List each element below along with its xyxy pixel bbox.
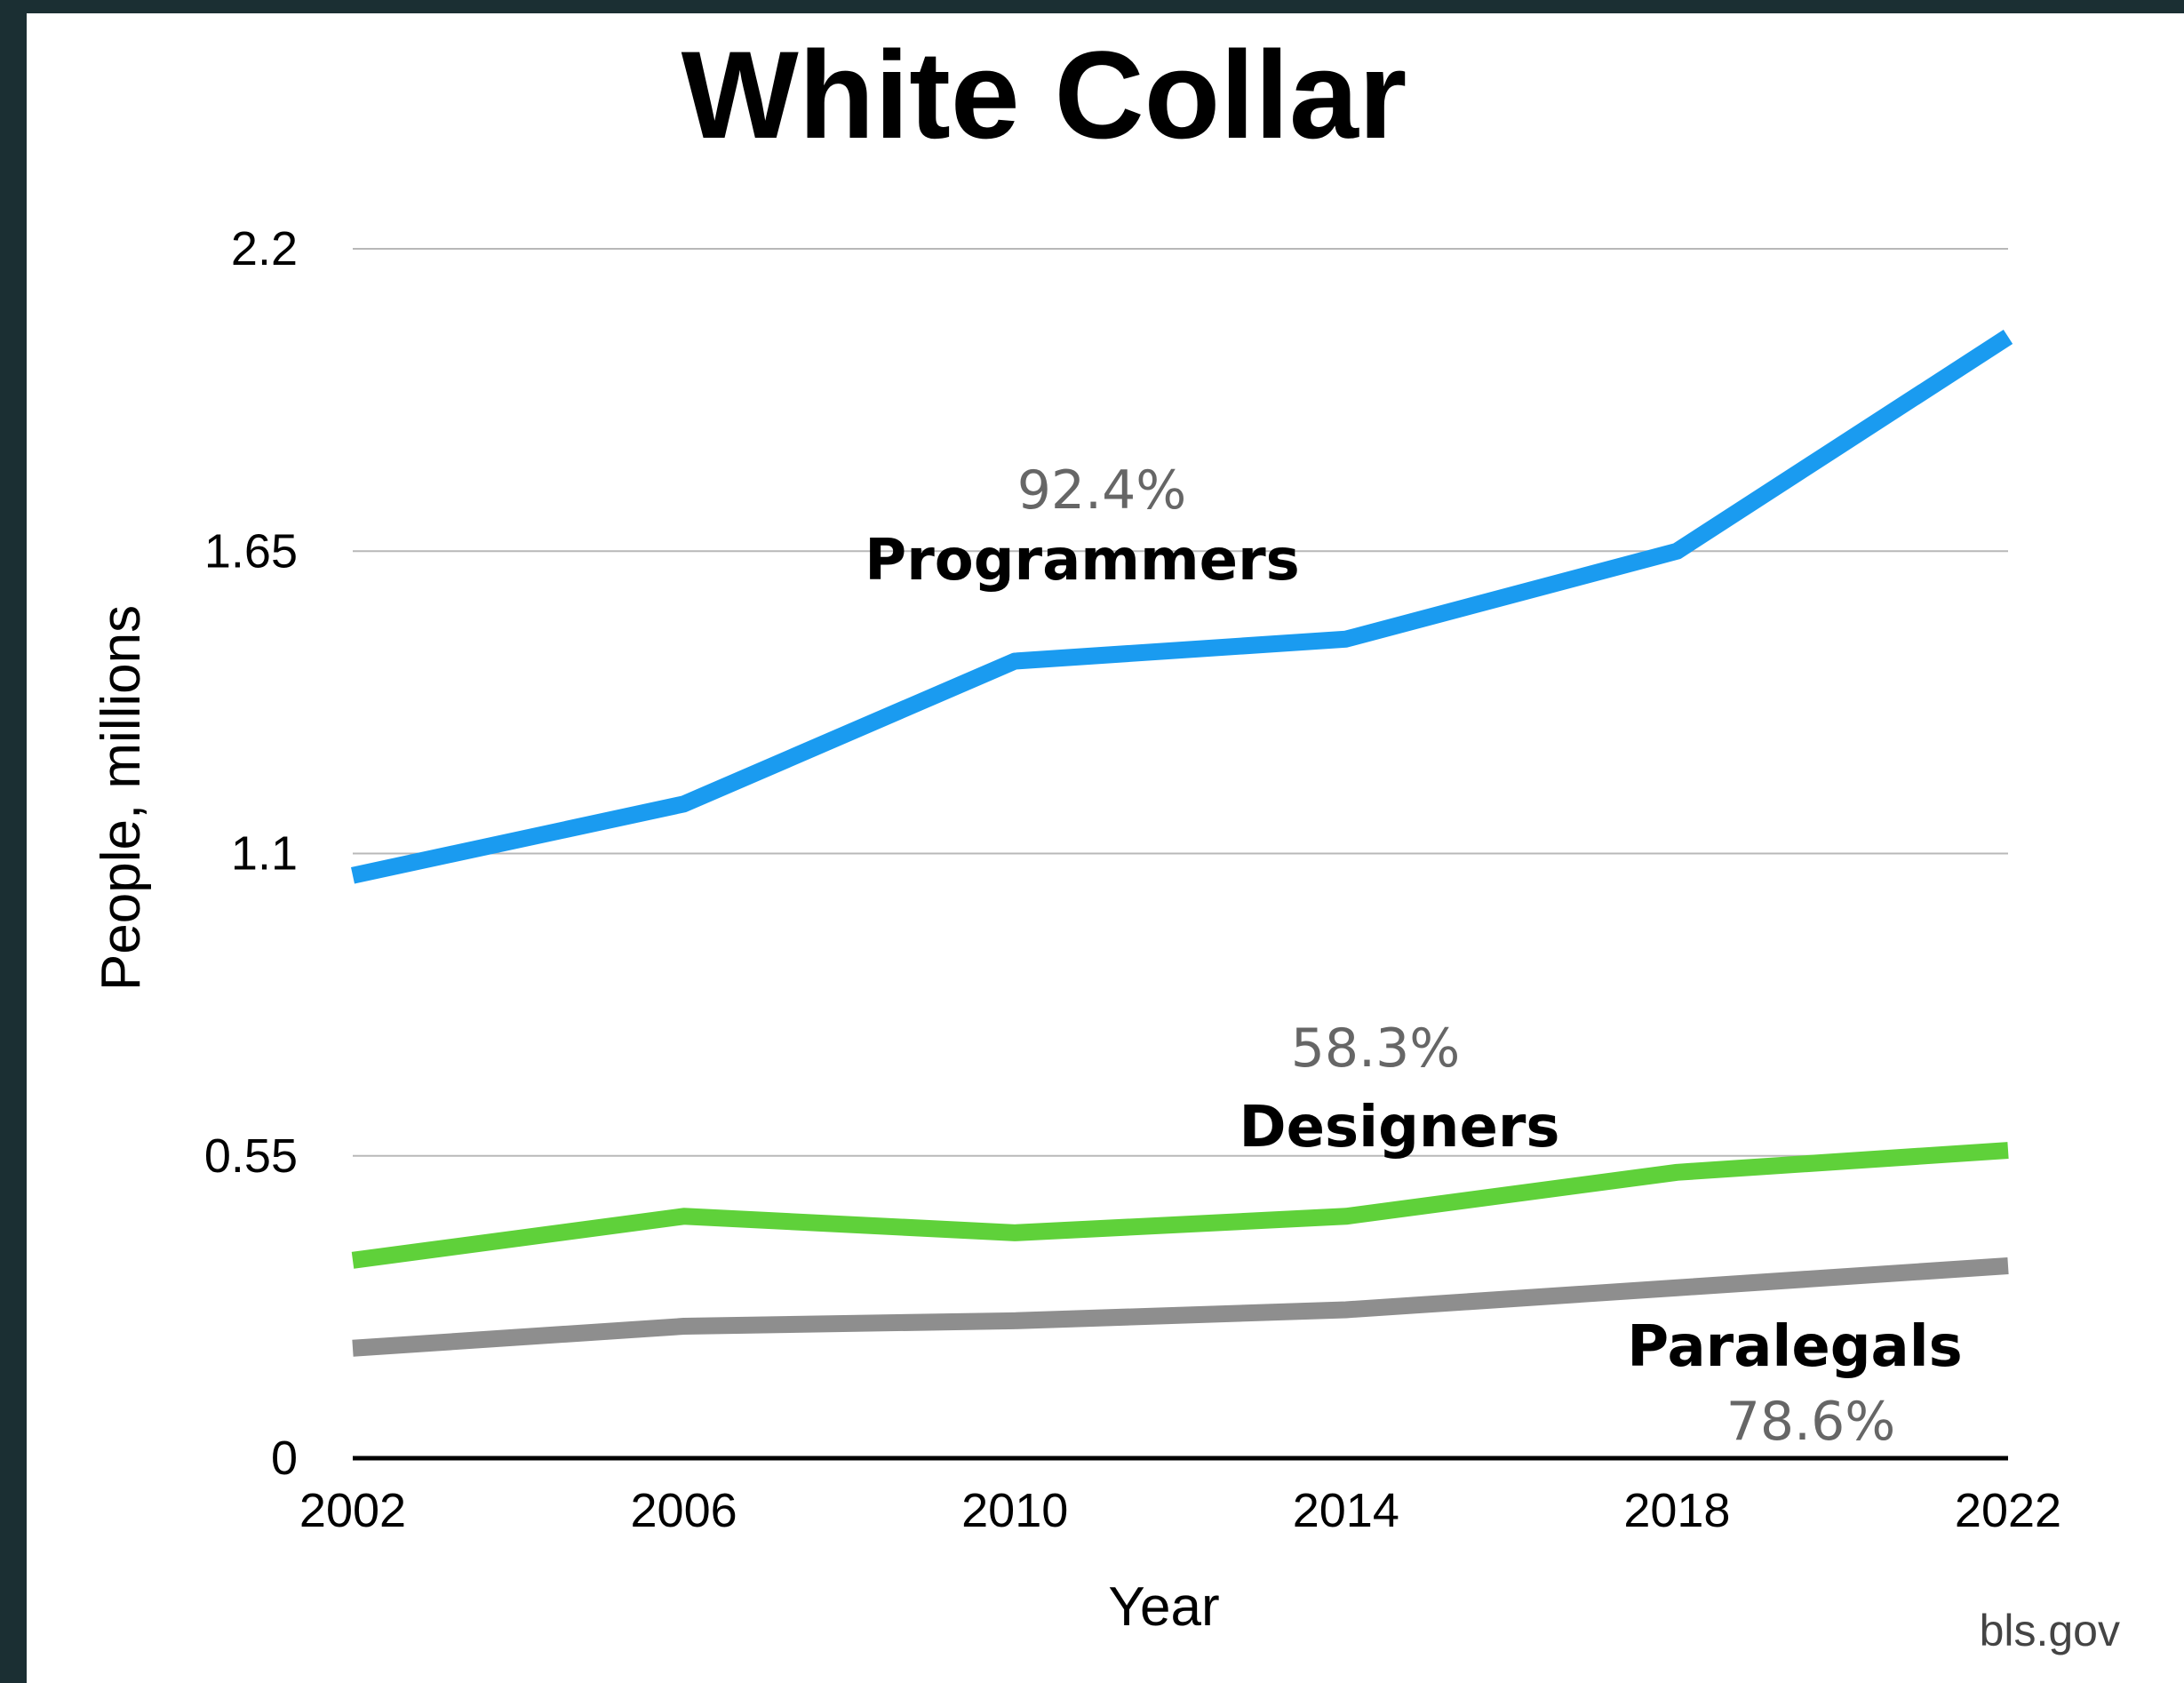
x-tick-label: 2010 (961, 1484, 1068, 1537)
source-label: bls.gov (1980, 1606, 2120, 1655)
y-tick-label: 0 (271, 1432, 298, 1485)
designers-label: Designers (1239, 1095, 1560, 1161)
series-lines (350, 330, 2013, 1357)
x-tick-labels: 2002 2006 2010 2014 2018 2022 (299, 1484, 2061, 1537)
programmers-pct-label: 92.4% (1017, 459, 1187, 522)
x-tick-label: 2018 (1623, 1484, 1730, 1537)
designers-pct-label: 58.3% (1291, 1017, 1461, 1080)
x-tick-label: 2002 (299, 1484, 406, 1537)
x-axis-label: Year (1108, 1576, 1219, 1638)
paralegals-line (352, 1256, 2009, 1357)
x-tick-label: 2014 (1293, 1484, 1399, 1537)
y-tick-labels: 0 0.55 1.1 1.65 2.2 (204, 222, 298, 1485)
chart-background (27, 13, 2184, 1683)
y-tick-label: 1.65 (204, 524, 298, 578)
y-axis-label: People, millions (91, 605, 152, 991)
y-tick-label: 0.55 (204, 1129, 298, 1183)
programmers-label: Programmers (865, 528, 1299, 594)
programmers-line (350, 330, 2013, 884)
y-tick-label: 1.1 (231, 827, 298, 881)
designers-line (351, 1142, 2009, 1269)
chart-title: White Collar (682, 25, 1407, 164)
paralegals-label: Paralegals (1627, 1314, 1963, 1380)
gridlines (353, 248, 2008, 1157)
y-tick-label: 2.2 (231, 222, 298, 275)
paralegals-pct-label: 78.6% (1726, 1391, 1896, 1453)
x-tick-label: 2022 (1955, 1484, 2061, 1537)
x-tick-label: 2006 (631, 1484, 737, 1537)
